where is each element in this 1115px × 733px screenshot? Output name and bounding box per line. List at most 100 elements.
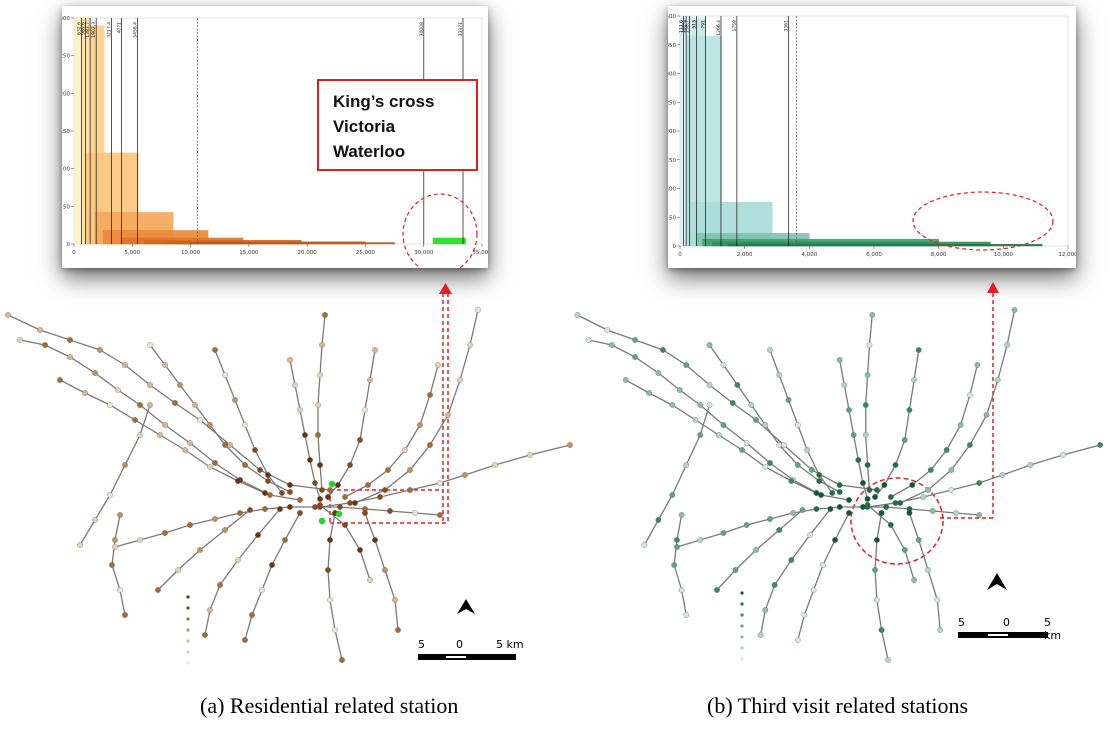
station-dot [883, 504, 890, 510]
station-dot [367, 577, 373, 583]
station-dot [372, 537, 378, 543]
station-dot [362, 407, 368, 413]
station-dot [282, 537, 288, 543]
station-dot [671, 562, 678, 568]
station-dot [767, 460, 773, 466]
caption-residential: (a) Residential related station [200, 693, 459, 718]
station-dot [342, 494, 348, 500]
station-dot [212, 516, 218, 522]
station-dot [706, 382, 713, 388]
station-dot [227, 442, 233, 448]
class-break-label: 30008 [419, 22, 425, 36]
station-dot [325, 494, 331, 500]
station-dot [235, 557, 241, 563]
station-dot [974, 362, 981, 368]
station-dot [866, 487, 873, 493]
legend-dot [740, 624, 744, 628]
station-dot [269, 562, 275, 568]
station-dot [235, 478, 241, 484]
station-dot [776, 442, 783, 448]
scale-bar-shape [418, 654, 516, 660]
station-dot [729, 400, 736, 406]
station-dot [92, 370, 98, 376]
station-dot [347, 462, 353, 468]
y-tick-label: 200 [62, 91, 70, 97]
station-dot [462, 472, 468, 478]
station-dot [585, 337, 592, 343]
station-dot [187, 440, 193, 446]
station-dot [1011, 307, 1018, 313]
station-dot [357, 547, 363, 553]
highlight-ellipse [402, 193, 478, 268]
rail-line [289, 359, 321, 500]
legend-dot [740, 591, 744, 595]
rail-line [867, 504, 915, 581]
station-dot [906, 510, 913, 516]
station-dot [157, 432, 163, 438]
station-dot [885, 657, 891, 663]
station-dot [222, 527, 228, 533]
x-tick-label: 0 [678, 252, 682, 258]
station-dot [357, 437, 363, 443]
station-dot [810, 587, 817, 593]
station-dot [342, 522, 348, 528]
legend-dot [186, 650, 190, 654]
station-dot [872, 494, 878, 500]
station-dot [175, 567, 181, 573]
station-dot [906, 407, 913, 413]
station-dot [315, 432, 321, 438]
scale-right-label: 5 km [496, 638, 524, 651]
y-tick-label: 0 [67, 242, 71, 248]
rail-line [327, 349, 376, 498]
station-dot [362, 510, 368, 516]
station-dot [846, 510, 852, 516]
station-dot [392, 597, 398, 603]
station-dot [892, 500, 899, 506]
station-dot [242, 462, 248, 468]
station-dot [155, 587, 161, 593]
rail-line [899, 309, 1016, 504]
station-dot [697, 432, 704, 438]
station-dot [743, 522, 750, 528]
scale-bar-shape [958, 632, 1048, 638]
station-dot [608, 342, 615, 348]
station-dot [242, 422, 248, 428]
y-tick-label: 150 [62, 129, 70, 135]
station-dot [943, 447, 950, 453]
station-dot [312, 480, 318, 486]
map-legend [740, 591, 744, 661]
rail-line [874, 512, 889, 661]
station-dot [137, 537, 143, 543]
rail-line [760, 508, 831, 636]
station-dot [788, 478, 795, 484]
legend-dot [186, 606, 190, 610]
station-dot [574, 312, 581, 318]
station-dot [762, 464, 769, 470]
legend-dot [186, 661, 190, 665]
station-dot [676, 387, 683, 393]
station-dot [17, 337, 23, 343]
map-legend [186, 595, 190, 665]
station-dot [307, 457, 313, 463]
x-tick-label: 10,000 [181, 250, 201, 256]
station-dot [347, 500, 353, 506]
station-dot [327, 487, 333, 493]
station-dot [801, 612, 808, 618]
rail-line [908, 512, 941, 631]
rail-line [149, 344, 291, 493]
station-dot [147, 342, 153, 348]
station-dot [967, 442, 973, 448]
y-tick-label: 0 [673, 244, 677, 250]
network-map-residential [5, 307, 573, 665]
rail-line [769, 349, 833, 494]
x-tick-label: 2,000 [737, 252, 753, 258]
station-dot [112, 544, 118, 550]
station-dot [117, 512, 123, 518]
station-dot [267, 492, 273, 498]
station-dot [646, 390, 652, 396]
y-tick-label: 400 [668, 14, 676, 20]
station-dot [829, 490, 836, 496]
scale-right-label: 5 km [1044, 616, 1062, 642]
station-dot [881, 482, 888, 488]
station-dot [327, 597, 333, 603]
